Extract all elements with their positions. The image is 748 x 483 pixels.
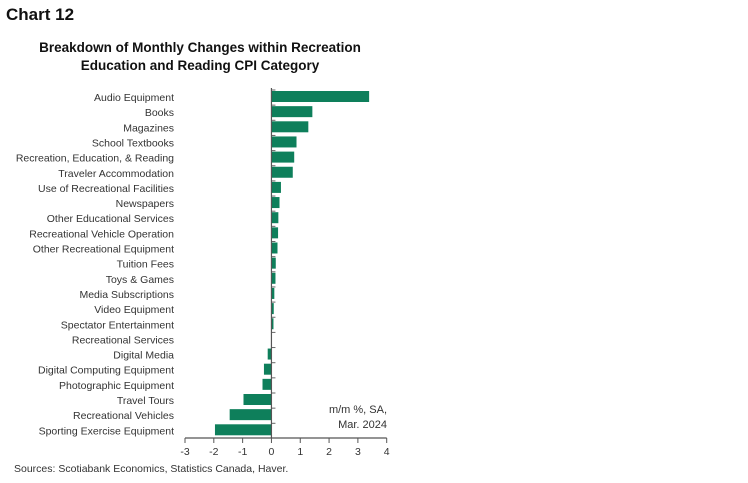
category-label: Video Equipment [94,304,174,316]
bar [271,287,275,299]
x-tick-label: -2 [209,446,218,458]
bar [271,318,274,330]
chart-title: Breakdown of Monthly Changes within Recr… [39,40,361,55]
x-tick-label: 0 [269,446,275,458]
bar [271,121,309,133]
x-tick-label: 4 [384,446,390,458]
category-label: Recreational Services [72,334,174,346]
chart-header: Chart 12 [6,5,75,24]
category-label: Recreational Vehicles [73,410,174,422]
bar [271,212,279,224]
bar [271,227,279,239]
bar [271,257,276,269]
annotation: m/m %, SA, [329,404,387,416]
x-tick-label: 1 [297,446,303,458]
chart-title: Education and Reading CPI Category [81,58,320,73]
bar [271,106,313,118]
x-tick-label: 3 [355,446,361,458]
bar [271,136,297,148]
category-label: Travel Tours [117,395,174,407]
category-label: Use of Recreational Facilities [38,183,174,195]
bar [262,378,272,390]
category-label: School Textbooks [92,137,174,149]
category-label: Traveler Accommodation [58,168,174,180]
bar [263,363,272,375]
category-label: Spectator Entertainment [61,319,174,331]
bar [271,272,276,284]
bar [271,166,293,178]
x-tick-label: -1 [238,446,247,458]
bar [271,151,295,163]
category-label: Recreational Vehicle Operation [29,228,174,240]
bar [271,197,280,209]
category-label: Magazines [123,122,174,134]
bar [267,348,272,360]
category-label: Other Recreational Equipment [33,244,174,256]
bar [243,394,272,405]
category-label: Recreation, Education, & Reading [16,153,174,165]
category-label: Digital Media [113,350,174,362]
source-note: Sources: Scotiabank Economics, Statistic… [14,463,288,475]
bar [271,181,281,193]
category-label: Photographic Equipment [59,380,174,392]
bar [271,242,278,254]
category-label: Other Educational Services [47,213,174,225]
category-label: Tuition Fees [117,259,174,271]
category-label: Digital Computing Equipment [38,365,174,377]
x-tick-label: 2 [326,446,332,458]
category-label: Media Subscriptions [79,289,174,301]
annotation: Mar. 2024 [338,419,387,431]
x-tick-label: -3 [180,446,189,458]
category-label: Sporting Exercise Equipment [39,425,174,437]
bar [214,424,272,436]
bar [271,303,274,315]
bar [271,91,370,102]
category-label: Toys & Games [106,274,174,286]
category-label: Books [145,107,174,119]
category-label: Newspapers [116,198,174,210]
category-label: Audio Equipment [94,92,174,104]
bar [229,409,272,421]
